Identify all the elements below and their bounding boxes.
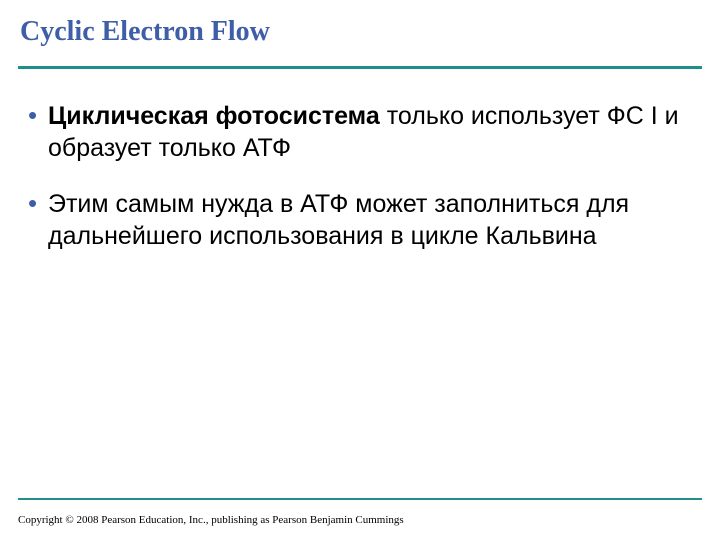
horizontal-rule-top xyxy=(18,66,702,69)
bullet-marker-icon: • xyxy=(28,100,48,130)
slide-title: Cyclic Electron Flow xyxy=(20,16,270,48)
copyright-text: Copyright © 2008 Pearson Education, Inc.… xyxy=(18,514,404,526)
slide: Cyclic Electron Flow • Циклическая фотос… xyxy=(0,0,720,540)
bullet-marker-icon: • xyxy=(28,188,48,218)
bullet-item: • Этим самым нужда в АТФ может заполнить… xyxy=(28,188,680,252)
bullet-text: Циклическая фотосистема только используе… xyxy=(48,100,680,164)
horizontal-rule-bottom xyxy=(18,498,702,500)
bullet-item: • Циклическая фотосистема только использ… xyxy=(28,100,680,164)
bullet-bold-run: Циклическая фотосистема xyxy=(48,102,380,130)
bullet-text: Этим самым нужда в АТФ может заполниться… xyxy=(48,188,680,252)
content-area: • Циклическая фотосистема только использ… xyxy=(28,100,680,276)
bullet-rest: Этим самым нужда в АТФ может заполниться… xyxy=(48,190,629,250)
